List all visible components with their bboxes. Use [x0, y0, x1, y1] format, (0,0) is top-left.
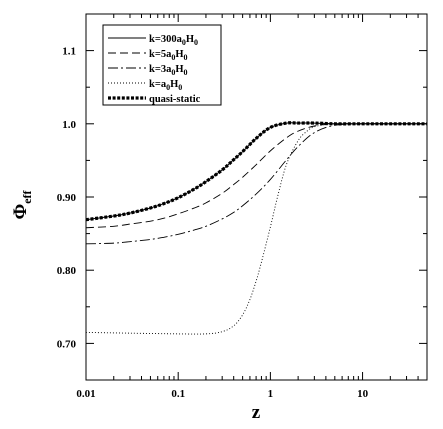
y-axis-label: Φeff — [10, 189, 34, 219]
legend-label-3: k=a0H0 — [149, 79, 182, 92]
series-line-2 — [85, 123, 427, 245]
plot-curves — [85, 121, 427, 335]
x-axis-label: z — [252, 402, 261, 423]
x-tick-label: 0.01 — [76, 388, 95, 400]
legend-label-2: k=3a0H0 — [149, 64, 188, 77]
y-tick-label: 1.1 — [62, 46, 76, 58]
series-line-3 — [85, 123, 427, 335]
x-tick-label: 1 — [268, 388, 274, 400]
y-tick-label: 0.70 — [57, 338, 77, 350]
legend-label-0: k=300a0H0 — [149, 34, 198, 47]
legend: k=300a0H0 k=5a0H0 k=3a0H0 k=a0H0 quasi-stati… — [102, 24, 222, 106]
y-tick-label: 0.80 — [57, 265, 77, 277]
series-line-4 — [85, 121, 427, 222]
legend-label-4: quasi-static — [149, 94, 201, 105]
y-tick-label: 0.90 — [57, 192, 77, 204]
axis-ticks: 0.01 0.1 1 10 0.70 0.80 0.90 1.0 1.1 — [57, 13, 428, 400]
legend-label-1: k=5a0H0 — [149, 49, 188, 62]
y-tick-label: 1.0 — [62, 119, 76, 131]
x-tick-label: 10 — [357, 388, 369, 400]
x-tick-label: 0.1 — [171, 388, 185, 400]
